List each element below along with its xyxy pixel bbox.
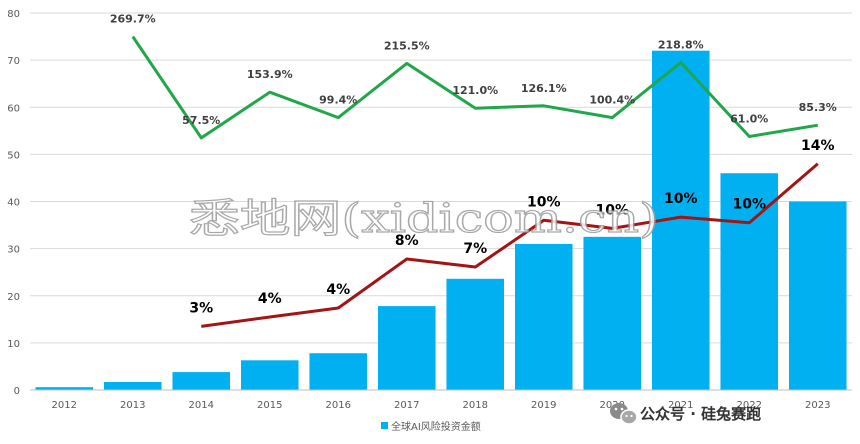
x-tick-label: 2018	[463, 400, 488, 411]
bar	[309, 353, 368, 390]
x-tick-label: 2020	[600, 400, 625, 411]
share-data-label: 14%	[801, 138, 835, 154]
x-tick-label: 2014	[189, 400, 214, 411]
bar	[35, 387, 94, 390]
growth-line	[131, 35, 819, 140]
growth-data-label: 99.4%	[319, 94, 357, 107]
y-tick-label: 70	[7, 56, 20, 67]
y-tick-label: 60	[7, 103, 20, 114]
growth-data-label: 218.8%	[658, 38, 704, 51]
brand-label: 公众号 · 硅兔赛跑	[640, 405, 761, 423]
bar	[583, 236, 642, 390]
watermark: 悉地网(xidicom.cn)	[189, 196, 659, 242]
wechat-icon	[610, 403, 638, 425]
bar	[377, 306, 436, 390]
x-tick-label: 2019	[531, 400, 556, 411]
growth-data-label: 153.9%	[247, 68, 293, 81]
y-axis: 0 10 20 30 40 50 60 70 80	[7, 9, 20, 397]
share-data-label: 3%	[189, 300, 213, 316]
bar	[720, 173, 779, 390]
y-tick-label: 50	[7, 150, 20, 161]
x-tick-label: 2016	[326, 400, 351, 411]
share-data-label: 4%	[258, 291, 282, 307]
legend-label: 全球AI风险投资金额	[391, 420, 481, 433]
growth-data-label: 269.7%	[110, 13, 156, 26]
share-data-label: 10%	[732, 197, 766, 213]
x-axis: 2012 2013 2014 2015 2016 2017 2018 2019 2020 2021…	[30, 389, 852, 411]
x-tick-label: 2017	[394, 400, 419, 411]
share-data-label: 10%	[527, 194, 561, 210]
bar	[446, 278, 505, 390]
y-tick-label: 80	[7, 9, 20, 20]
x-tick-label: 2015	[257, 400, 282, 411]
x-tick-label: 2022	[737, 400, 762, 411]
share-data-label: 10%	[664, 191, 698, 207]
gridlines	[30, 12, 852, 391]
bar-series	[35, 50, 847, 390]
share-data-label: 10%	[595, 202, 629, 218]
brand: 公众号 · 硅兔赛跑	[610, 403, 761, 425]
x-tick-label: 2013	[120, 400, 145, 411]
growth-data-label: 121.0%	[452, 84, 498, 97]
growth-data-label: 85.3%	[799, 101, 837, 114]
legend-swatch	[381, 422, 388, 429]
share-data-label: 7%	[463, 241, 487, 257]
bar	[240, 360, 299, 390]
legend: 全球AI风险投资金额	[381, 420, 481, 433]
y-tick-label: 30	[7, 245, 20, 256]
share-data-label: 8%	[395, 233, 419, 249]
bar	[172, 372, 231, 390]
bar	[788, 201, 847, 390]
growth-data-label: 61.0%	[730, 112, 768, 125]
bar	[103, 381, 162, 390]
line-series	[131, 35, 819, 328]
y-tick-label: 10	[7, 339, 20, 350]
x-tick-label: 2021	[668, 400, 693, 411]
y-tick-label: 20	[7, 292, 20, 303]
share-data-label: 4%	[326, 282, 350, 298]
bar	[514, 243, 573, 390]
y-tick-label: 40	[7, 198, 20, 209]
growth-data-label: 57.5%	[182, 114, 220, 127]
x-tick-label: 2012	[52, 400, 77, 411]
data-labels: 269.7% 57.5% 153.9% 99.4% 215.5% 121.0% 126.1%…	[110, 13, 837, 317]
growth-data-label: 215.5%	[384, 39, 430, 52]
growth-data-label: 100.4%	[589, 94, 635, 107]
x-tick-label: 2023	[805, 400, 830, 411]
growth-data-label: 126.1%	[521, 82, 567, 95]
y-tick-label: 0	[14, 386, 20, 397]
share-line	[201, 162, 819, 328]
